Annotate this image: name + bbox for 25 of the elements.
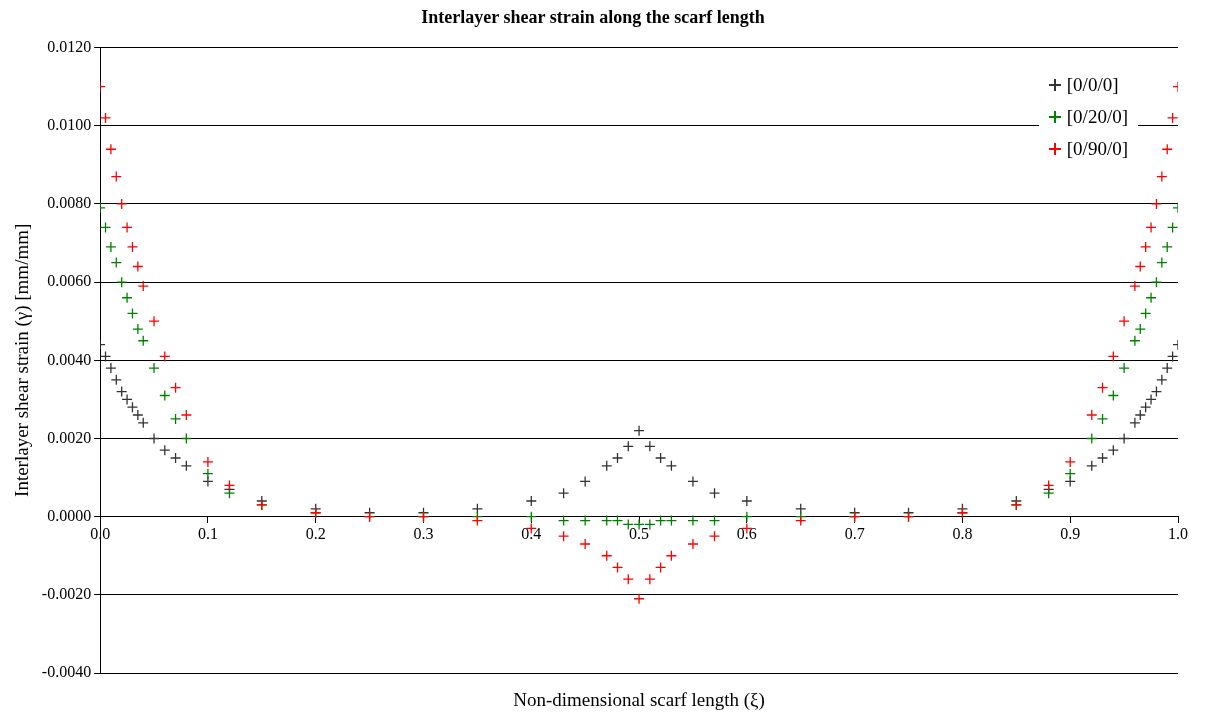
x-tick-label: 0.7 <box>844 525 865 543</box>
x-tick-label: 0.8 <box>952 525 973 543</box>
x-tick-label: 0.5 <box>629 525 650 543</box>
y-tick-label: 0.0100 <box>47 115 92 133</box>
legend-label: [0/90/0] <box>1066 137 1128 161</box>
x-axis-title: Non-dimensional scarf length (ξ) <box>513 689 765 712</box>
x-tick-label: 0.9 <box>1060 525 1081 543</box>
x-tick-label: 0.6 <box>736 525 757 543</box>
x-tick-label: 0.3 <box>413 525 434 543</box>
y-tick-label: 0.0120 <box>47 37 92 55</box>
chart-title: Interlayer shear strain along the scarf length <box>421 7 765 28</box>
y-tick-label: 0.0060 <box>47 272 92 290</box>
x-tick-label: 0.1 <box>197 525 218 543</box>
legend-label: [0/0/0] <box>1066 73 1119 97</box>
y-tick-label: -0.0020 <box>41 585 92 603</box>
y-axis-title: Interlayer shear strain (γ) [mm/mm] <box>11 223 34 497</box>
y-tick-label: 0.0020 <box>47 428 92 446</box>
x-tick-label: 0.4 <box>521 525 542 543</box>
x-tick-label: 0.2 <box>305 525 326 543</box>
y-tick-label: 0.0000 <box>47 506 92 524</box>
y-tick-label: 0.0040 <box>47 350 92 368</box>
y-tick-label: 0.0080 <box>47 194 92 212</box>
y-tick-label: -0.0040 <box>41 663 92 681</box>
legend-label: [0/20/0] <box>1066 105 1128 129</box>
x-tick-label: 1.0 <box>1168 525 1188 543</box>
